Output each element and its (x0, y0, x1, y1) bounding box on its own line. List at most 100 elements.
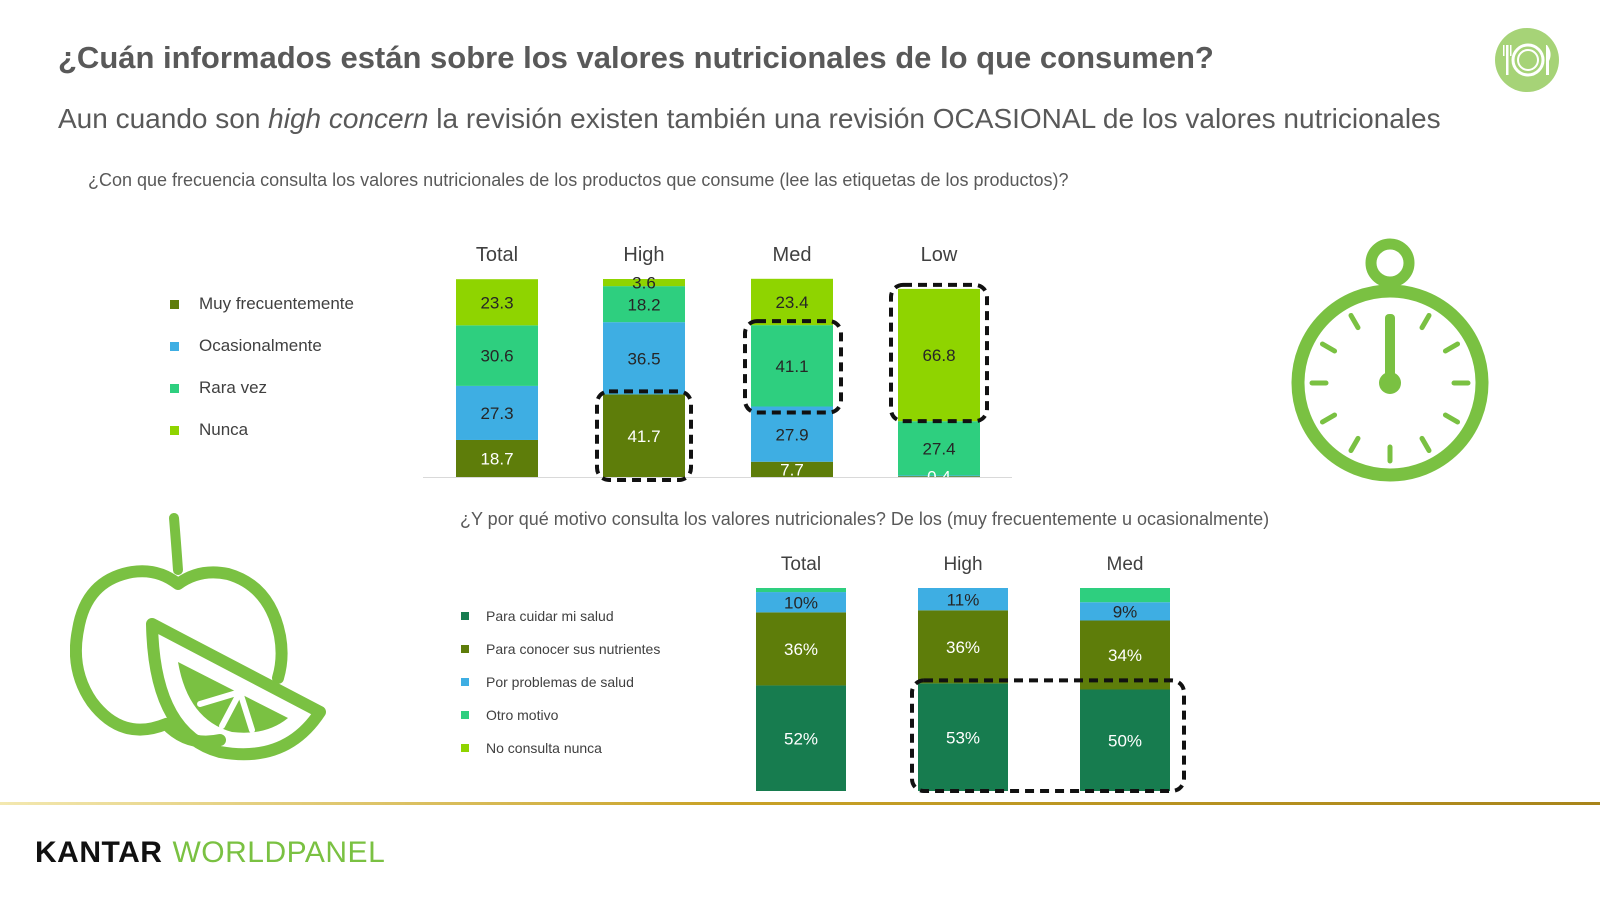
bar-med-rara-vez (751, 325, 833, 407)
data-label-med-nunca: 23.4 (775, 293, 808, 312)
stopwatch-ticks (1309, 312, 1471, 464)
data-label-total-para-cuidar-mi-salud: 52% (784, 729, 818, 748)
bar-high-ocasionalmente (603, 322, 685, 395)
bar-total-para-conocer-sus-nutrientes (756, 612, 846, 686)
apple-lime-icon (70, 513, 326, 761)
legend-item-por-problemas-de-salud: Por problemas de salud (461, 674, 634, 690)
data-label-high-por-problemas-de-salud: 11% (947, 590, 980, 609)
data-label-med-ocasionalmente: 27.9 (775, 425, 808, 444)
highlight-para-cuidar-mi-salud (910, 678, 1186, 793)
bar-med-para-conocer-sus-nutrientes (1080, 620, 1170, 690)
bar-high-para-cuidar-mi-salud (918, 683, 1008, 791)
legend-item-rara-vez: Rara vez (170, 378, 267, 398)
category-label-total: Total (476, 244, 518, 266)
bar-med-ocasionalmente (751, 406, 833, 462)
data-label-total-para-conocer-sus-nutrientes: 36% (784, 640, 818, 659)
legend-label: Muy frecuentemente (199, 294, 354, 313)
data-label-high-para-cuidar-mi-salud: 53% (946, 728, 980, 747)
legend-label: Para conocer sus nutrientes (486, 641, 661, 657)
legend-item-para-cuidar-mi-salud: Para cuidar mi salud (461, 608, 614, 624)
question-reason: ¿Y por qué motivo consulta los valores n… (460, 509, 1270, 529)
bar-low-nunca (898, 288, 980, 422)
bar-high-rara-vez (603, 286, 685, 323)
legend-item-muy-frecuentemente: Muy frecuentemente (170, 294, 354, 314)
legend-swatch (170, 299, 179, 309)
legend-label: Rara vez (199, 378, 268, 397)
bar-low-rara-vez (898, 421, 980, 476)
category-label-high: High (623, 244, 664, 266)
category-label-low: Low (921, 244, 958, 266)
data-label-total-por-problemas-de-salud: 10% (784, 593, 818, 612)
bar-high-nunca (603, 279, 685, 287)
subtitle-emphasis: high concern (268, 103, 429, 134)
legend-swatch (461, 744, 469, 752)
brand-kantar: KANTAR (35, 836, 163, 869)
data-label-low-muy-frecuentemente: 0.4 (927, 468, 951, 487)
subtitle-text-end: la revisión existen también una revisión… (428, 103, 1441, 134)
data-label-total-muy-frecuentemente: 18.7 (480, 450, 513, 469)
bar-med-para-cuidar-mi-salud (1080, 689, 1170, 791)
data-label-high-muy-frecuentemente: 41.7 (627, 427, 660, 446)
bar-total-nunca (456, 279, 538, 326)
legend-swatch (461, 645, 469, 653)
legend-label: Ocasionalmente (199, 336, 322, 355)
bar-med-por-problemas-de-salud (1080, 602, 1170, 621)
data-label-total-rara-vez: 30.6 (480, 347, 513, 366)
footer-divider (0, 802, 1600, 805)
data-label-high-para-conocer-sus-nutrientes: 36% (946, 638, 980, 657)
kantar-worldpanel-logo: KANTAR WORLDPANEL (35, 836, 385, 870)
bar-med-nunca (751, 278, 833, 326)
legend-swatch (461, 711, 469, 719)
plate-icon (1495, 28, 1559, 92)
bar-total-por-problemas-de-salud (756, 592, 846, 613)
category-label-total: Total (781, 554, 821, 575)
category-label-high: High (943, 554, 982, 575)
legend-swatch (170, 425, 179, 435)
page-subtitle: Aun cuando son high concern la revisión … (58, 103, 1441, 135)
bar-total-muy-frecuentemente (456, 439, 538, 477)
legend-swatch (461, 678, 469, 686)
bar-low-muy-frecuentemente (898, 476, 980, 477)
legend-swatch (170, 383, 179, 393)
bar-high-muy-frecuentemente (603, 394, 685, 477)
highlight-high-muy-frecuentemente (595, 389, 693, 482)
page-title: ¿Cuán informados están sobre los valores… (58, 40, 1214, 75)
bar-low-ocasionalmente (898, 475, 980, 477)
data-label-total-ocasionalmente: 27.3 (480, 404, 513, 423)
legend-label: Para cuidar mi salud (486, 608, 614, 624)
bar-med-otro-motivo (1080, 588, 1170, 603)
brand-worldpanel: WORLDPANEL (172, 836, 386, 869)
subtitle-text-start: Aun cuando son (58, 103, 269, 134)
bar-total-rara-vez (456, 325, 538, 386)
bar-total-ocasionalmente (456, 385, 538, 440)
data-label-med-muy-frecuentemente: 7.7 (780, 460, 804, 479)
question-frequency: ¿Con que frecuencia consulta los valores… (88, 170, 1069, 190)
legend-item-otro-motivo: Otro motivo (461, 707, 558, 723)
data-label-med-rara-vez: 41.1 (775, 357, 808, 376)
category-label-med: Med (1107, 554, 1144, 575)
legend-item-nunca: Nunca (170, 420, 248, 440)
legend-label: Otro motivo (486, 707, 559, 723)
legend-label: Nunca (199, 420, 249, 439)
bar-med-muy-frecuentemente (751, 461, 833, 477)
highlight-low-nunca (889, 282, 989, 424)
legend-item-no-consulta-nunca: No consulta nunca (461, 740, 602, 756)
data-label-high-rara-vez: 18.2 (627, 295, 660, 314)
data-label-med-para-conocer-sus-nutrientes: 34% (1108, 646, 1142, 665)
data-label-high-nunca: 3.6 (632, 274, 656, 293)
legend-label: Por problemas de salud (486, 674, 634, 690)
bar-high-para-conocer-sus-nutrientes (918, 610, 1008, 684)
highlight-med-rara-vez (743, 319, 843, 415)
category-label-med: Med (773, 244, 812, 266)
bar-total-para-cuidar-mi-salud (756, 685, 846, 791)
data-label-med-para-cuidar-mi-salud: 50% (1108, 731, 1142, 750)
legend-swatch (461, 612, 469, 620)
bar-total-otro-motivo (756, 588, 846, 593)
bar-high-por-problemas-de-salud (918, 588, 1008, 611)
stopwatch-icon (1291, 238, 1489, 482)
legend-item-para-conocer-sus-nutrientes: Para conocer sus nutrientes (461, 641, 660, 657)
legend-item-ocasionalmente: Ocasionalmente (170, 336, 322, 356)
data-label-med-por-problemas-de-salud: 9% (1113, 602, 1138, 621)
data-label-low-rara-vez: 27.4 (922, 439, 955, 458)
legend-swatch (170, 341, 179, 351)
